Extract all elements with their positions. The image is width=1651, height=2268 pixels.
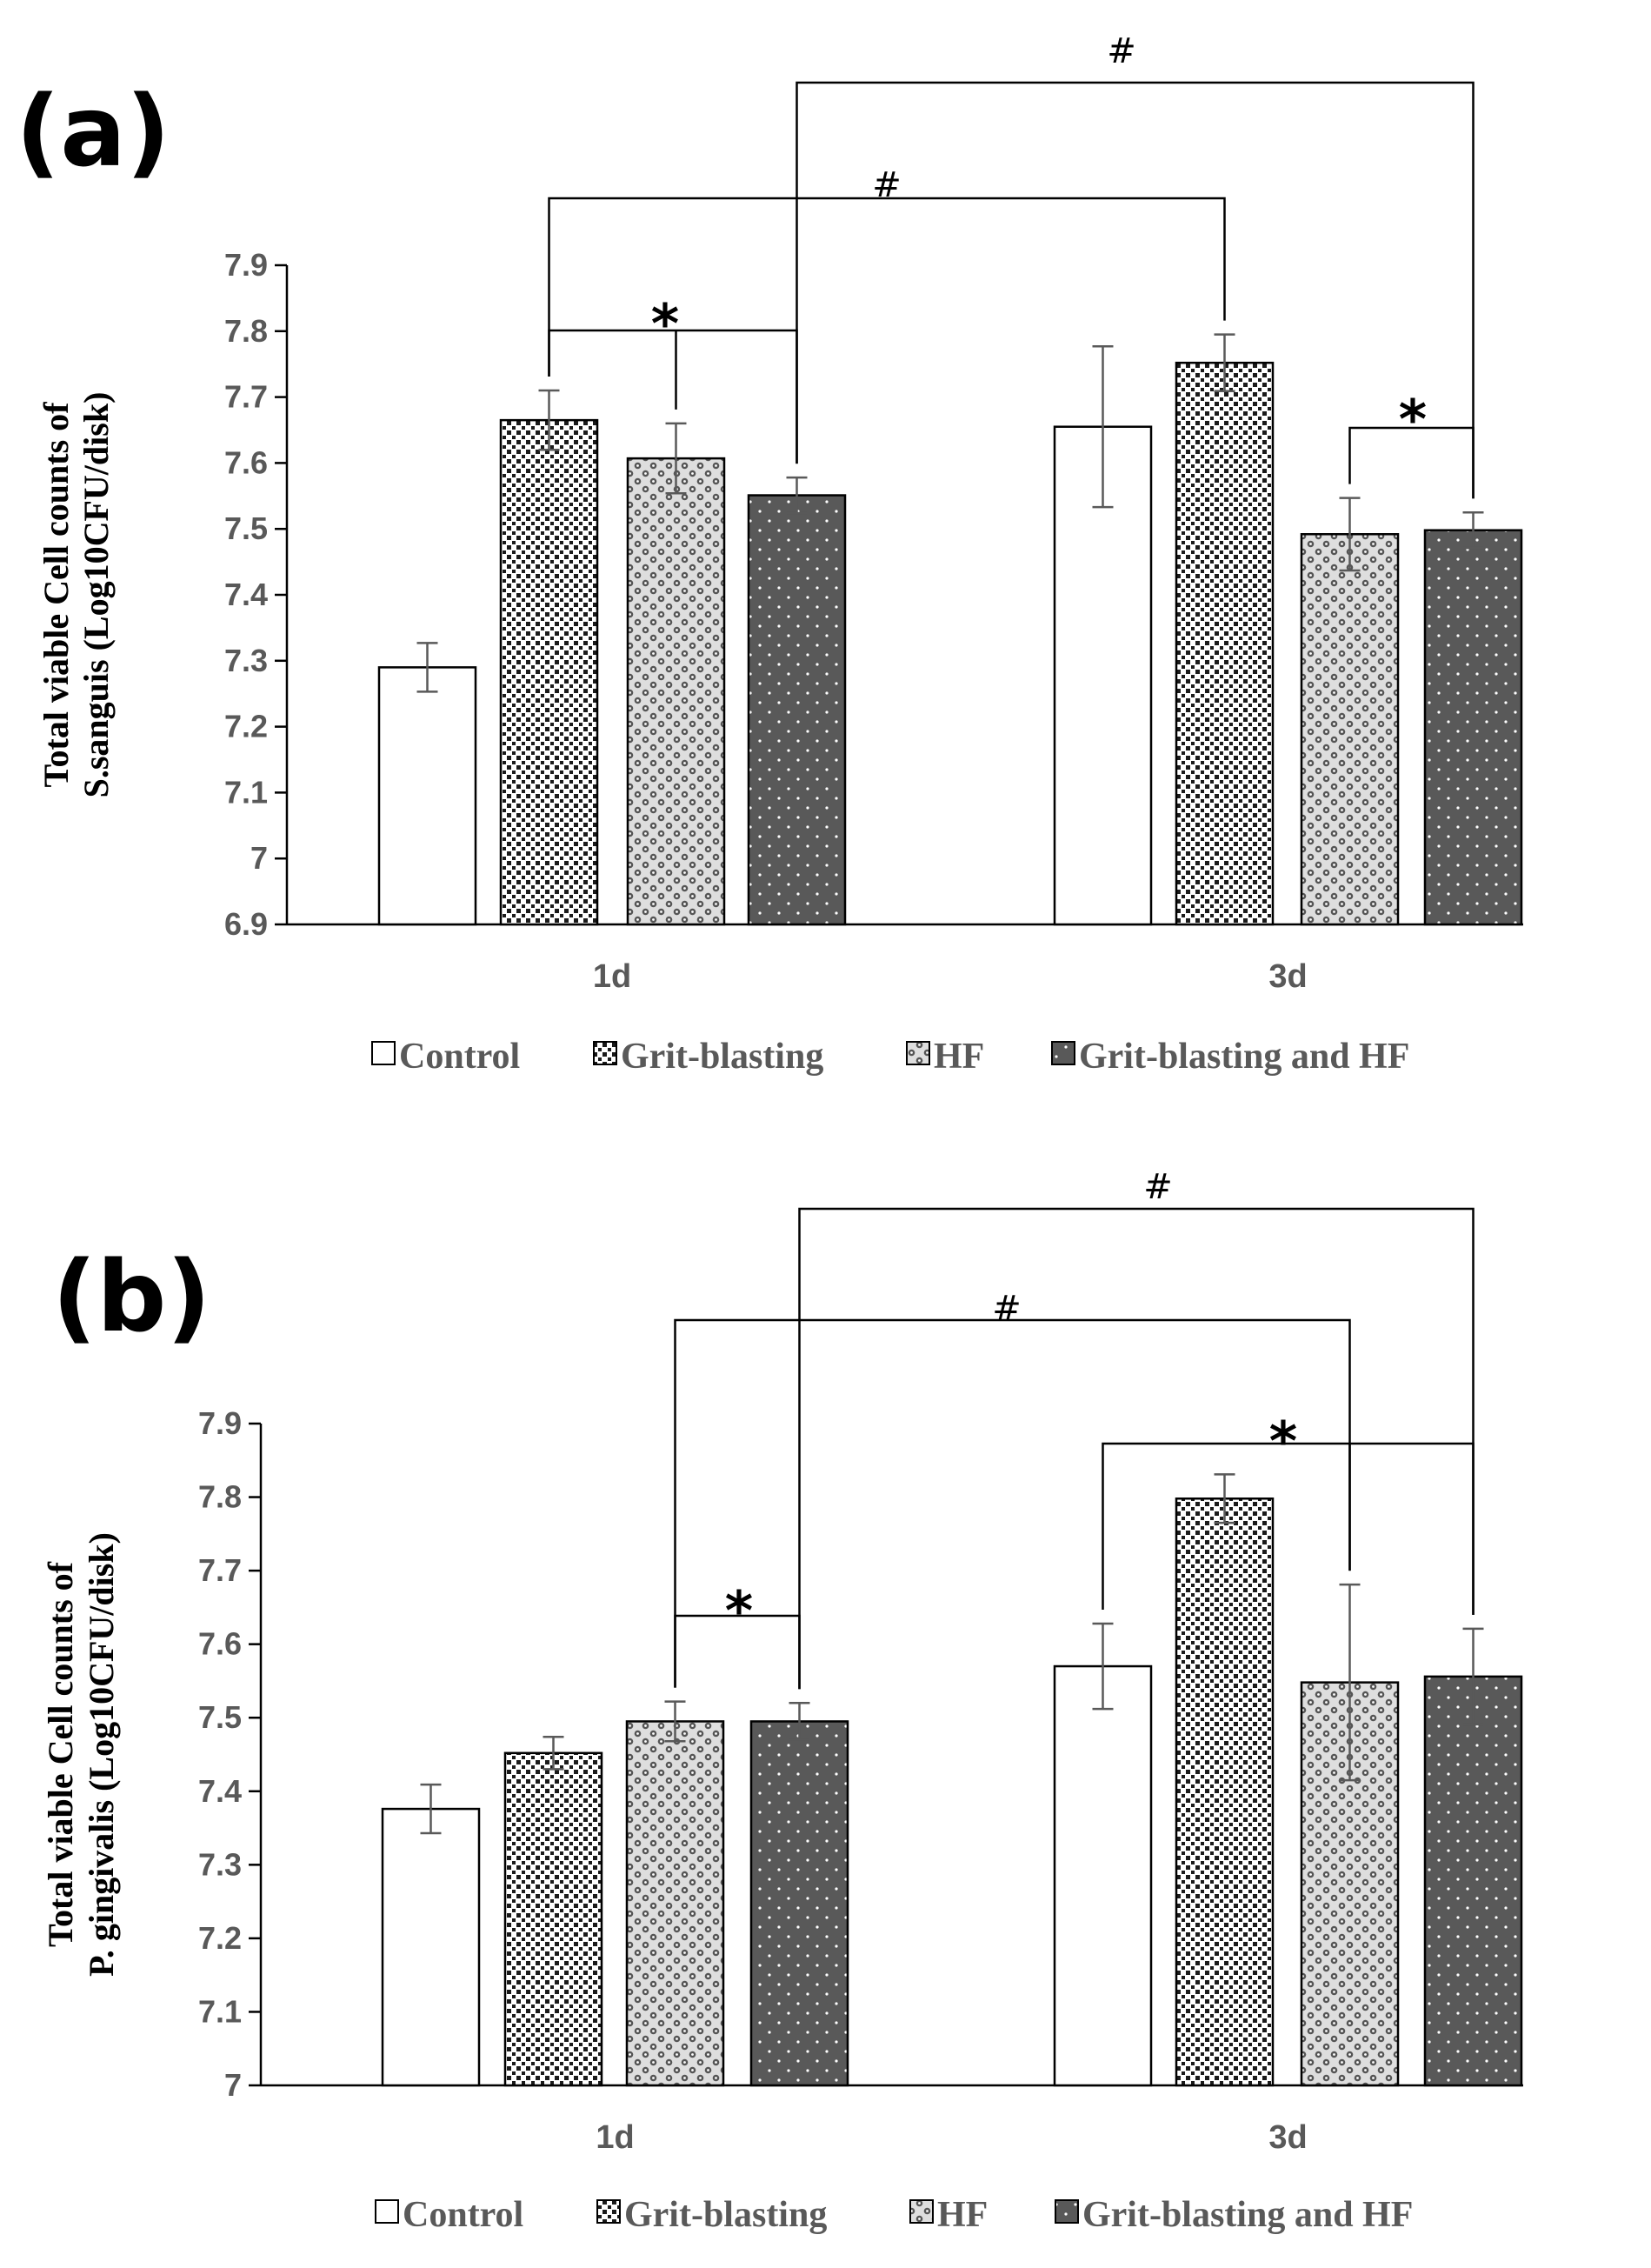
y-tick-label: 7.5 <box>198 1699 242 1735</box>
y-tick-label: 7.8 <box>198 1479 242 1515</box>
y-tick-label: 7.6 <box>224 444 268 480</box>
significance-marker-star: * <box>725 1579 753 1643</box>
x-category-label-3d: 3d <box>1268 958 1307 995</box>
bar-grit-blasting-1d <box>503 1751 603 2087</box>
y-tick-label: 7.4 <box>224 577 268 612</box>
legend-swatch-control <box>371 1041 396 1065</box>
bar-grit-blasting-1d <box>499 418 599 926</box>
y-tick-label: 7.3 <box>224 643 268 678</box>
bar-control-3d <box>1053 1664 1153 2087</box>
bar-hf-3d <box>1300 533 1400 926</box>
y-tick-label: 7.3 <box>198 1846 242 1882</box>
bar-grit-blasting-and-hf-3d <box>1423 1675 1523 2087</box>
bar-grit-blasting-3d <box>1175 1497 1275 2087</box>
legend-label-hf: HF <box>934 1037 984 1077</box>
y-axis-title-line2: P. gingivalis (Log10CFU/disk) <box>82 1532 121 1977</box>
panel-label-b: (b) <box>52 1241 211 1354</box>
legend-swatch-grit-blasting <box>593 1041 617 1065</box>
x-category-label-3d: 3d <box>1268 2119 1307 2156</box>
y-axis-title-line1: Total viable Cell counts of <box>41 1561 80 1947</box>
legend-swatch-grit-blasting-and-hf <box>1051 1041 1075 1065</box>
x-category-label-1d: 1d <box>596 2119 634 2156</box>
legend-label-control: Control <box>403 2195 523 2235</box>
y-tick-label: 7.6 <box>198 1626 242 1662</box>
y-tick-label: 7.8 <box>224 313 268 349</box>
y-tick-label: 6.9 <box>224 906 268 942</box>
significance-marker-star: * <box>1399 388 1427 451</box>
y-tick-label: 7.1 <box>224 774 268 810</box>
bar-control-1d <box>377 666 477 926</box>
significance-bracket-star <box>1348 426 1475 499</box>
panel-label-a: (a) <box>16 76 170 189</box>
bar-hf-1d <box>626 457 726 926</box>
bar-hf-1d <box>625 1720 725 2087</box>
panel-b-chart: (b) 7 7.1 7.2 7.3 7.4 7.5 7.6 7.7 7.8 7.9 Total via… <box>41 1167 1523 2235</box>
y-axis-title-line2: S.sanguis (Log10CFU/disk) <box>77 392 116 798</box>
y-tick-label: 7.5 <box>224 510 268 546</box>
y-tick-label: 7.7 <box>198 1552 242 1588</box>
bar-control-1d <box>381 1807 481 2087</box>
legend-label-grit-blasting: Grit-blasting <box>624 2195 827 2235</box>
y-tick-label: 7.7 <box>224 379 268 415</box>
legend-swatch-control <box>375 2199 399 2224</box>
bar-control-3d <box>1053 425 1153 926</box>
legend-label-grit-blasting: Grit-blasting <box>621 1037 823 1077</box>
bar-grit-blasting-and-hf-1d <box>749 1720 849 2087</box>
y-tick-label: 7.4 <box>198 1773 242 1809</box>
significance-marker-hash: # <box>1143 1167 1173 1207</box>
legend-label-grit-blasting-and-hf: Grit-blasting and HF <box>1079 1037 1409 1077</box>
significance-marker-hash: # <box>1107 31 1136 71</box>
panel-a-chart: (a) 6.9 7 7.1 7.2 7.3 7.4 7.5 7.6 7.7 7.8 7.9 Total … <box>16 31 1523 1077</box>
bar-grit-blasting-and-hf-3d <box>1423 529 1523 926</box>
significance-marker-star: * <box>651 292 679 356</box>
legend-swatch-hf <box>909 2199 934 2224</box>
significance-marker-hash: # <box>872 165 902 205</box>
legend-swatch-hf <box>906 1041 930 1065</box>
legend-label-grit-blasting-and-hf: Grit-blasting and HF <box>1082 2195 1413 2235</box>
significance-marker-hash: # <box>992 1289 1022 1329</box>
bar-grit-blasting-and-hf-1d <box>747 494 847 926</box>
y-tick-label: 7.2 <box>198 1920 242 1956</box>
significance-bracket-hash <box>798 1207 1475 1690</box>
x-category-label-1d: 1d <box>593 958 631 995</box>
y-tick-label: 7.9 <box>198 1405 242 1441</box>
y-axis-title-line1: Total viable Cell counts of <box>37 402 76 788</box>
y-tick-label: 7.1 <box>198 1993 242 2029</box>
y-tick-label: 7.9 <box>224 247 268 283</box>
significance-bracket-hash <box>548 197 1226 377</box>
significance-marker-star: * <box>1269 1410 1297 1473</box>
significance-bracket-star <box>1102 1442 1475 1615</box>
legend-swatch-grit-blasting-and-hf <box>1055 2199 1079 2224</box>
legend-label-hf: HF <box>937 2195 988 2235</box>
y-tick-label: 7 <box>224 2067 242 2103</box>
significance-bracket-hash <box>796 81 1475 499</box>
bar-grit-blasting-3d <box>1175 361 1275 926</box>
significance-bracket-star <box>674 1614 801 1690</box>
y-tick-label: 7.2 <box>224 709 268 744</box>
significance-bracket-star <box>548 329 798 464</box>
legend-swatch-grit-blasting <box>596 2199 621 2224</box>
y-tick-label: 7 <box>250 840 268 876</box>
legend-label-control: Control <box>399 1037 520 1077</box>
